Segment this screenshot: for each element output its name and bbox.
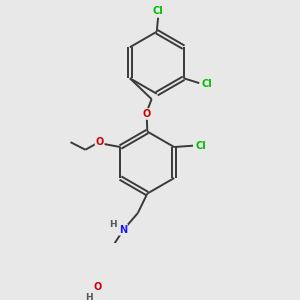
Text: N: N	[119, 225, 127, 235]
Text: H: H	[85, 293, 93, 300]
Text: H: H	[109, 220, 117, 230]
Text: O: O	[142, 109, 151, 119]
Text: O: O	[95, 136, 104, 147]
Text: Cl: Cl	[153, 6, 164, 16]
Text: O: O	[93, 282, 101, 292]
Text: Cl: Cl	[195, 141, 206, 151]
Text: Cl: Cl	[202, 79, 213, 89]
